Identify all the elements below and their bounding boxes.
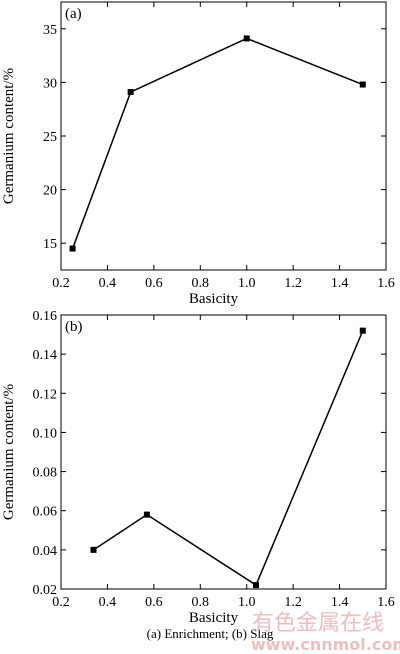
y-tick-label-a: 15 [43,237,57,252]
y-tick-label-b: 0.12 [33,387,58,402]
y-tick-label-a: 25 [43,130,57,145]
x-tick-label-b: 1.0 [238,595,256,610]
data-point-b [359,327,366,334]
x-tick-label-a: 1.4 [331,276,349,291]
panel-a: 0.2 0.4 0.6 0.8 1.0 1.2 1.4 1.6 15 20 25 30 35 Basici… [1,1,395,307]
x-tick-label-a: 1.0 [238,276,256,291]
x-tick-label-a: 0.4 [99,276,117,291]
x-tick-label-b: 1.6 [377,595,395,610]
y-tick-label-b: 0.16 [33,309,58,324]
figure-caption: (a) Enrichment; (b) Slag [147,626,274,641]
x-tick-label-a: 1.6 [377,276,395,291]
y-tick-label-b: 0.04 [33,544,58,559]
x-tick-label-b: 0.8 [192,595,210,610]
x-tick-label-a: 0.8 [192,276,210,291]
watermark-url: www.cnnmol.com [251,635,400,654]
x-tick-label-b: 0.2 [52,595,70,610]
watermark-text: 有色金属在线 [252,611,384,636]
x-tick-label-a: 0.6 [145,276,163,291]
series-line-b [93,330,364,587]
y-axis-label-a: Germanium content/% [1,68,17,204]
y-tick-label-a: 35 [43,23,57,38]
series-line-a [71,37,364,249]
x-axis-label-a: Basicity [189,291,239,307]
x-tick-label-a: 1.2 [284,276,302,291]
panel-label-b: (b) [65,319,83,335]
x-axis-label-b: Basicity [189,610,239,626]
data-point-b [253,582,259,589]
y-tick-label-a: 30 [43,76,57,91]
data-point-a [359,81,366,88]
data-point-a [127,89,134,96]
data-point-a [243,35,250,42]
x-tick-label-a: 0.2 [52,276,70,291]
x-tick-label-b: 1.4 [331,595,349,610]
y-tick-label-b: 0.08 [33,466,58,481]
y-tick-label-b: 0.10 [33,426,58,441]
y-tick-label-b: 0.02 [33,583,58,598]
panel-label-a: (a) [65,6,82,22]
x-tick-label-b: 0.6 [145,595,163,610]
plot-frame-b [60,314,387,590]
data-point-b [143,511,150,518]
data-point-a [69,245,76,252]
y-tick-label-a: 20 [43,184,57,199]
x-tick-label-b: 1.2 [284,595,302,610]
y-tick-label-b: 0.14 [33,348,58,363]
x-tick-label-b: 0.4 [99,595,117,610]
y-axis-label-b: Germanium content/% [1,384,17,520]
y-tick-label-b: 0.06 [33,505,58,520]
panel-b: 0.2 0.4 0.6 0.8 1.0 1.2 1.4 1.6 0.02 0.04 0.06 0.08… [1,309,395,626]
plot-frame-a [60,1,387,271]
data-point-b [90,546,97,553]
